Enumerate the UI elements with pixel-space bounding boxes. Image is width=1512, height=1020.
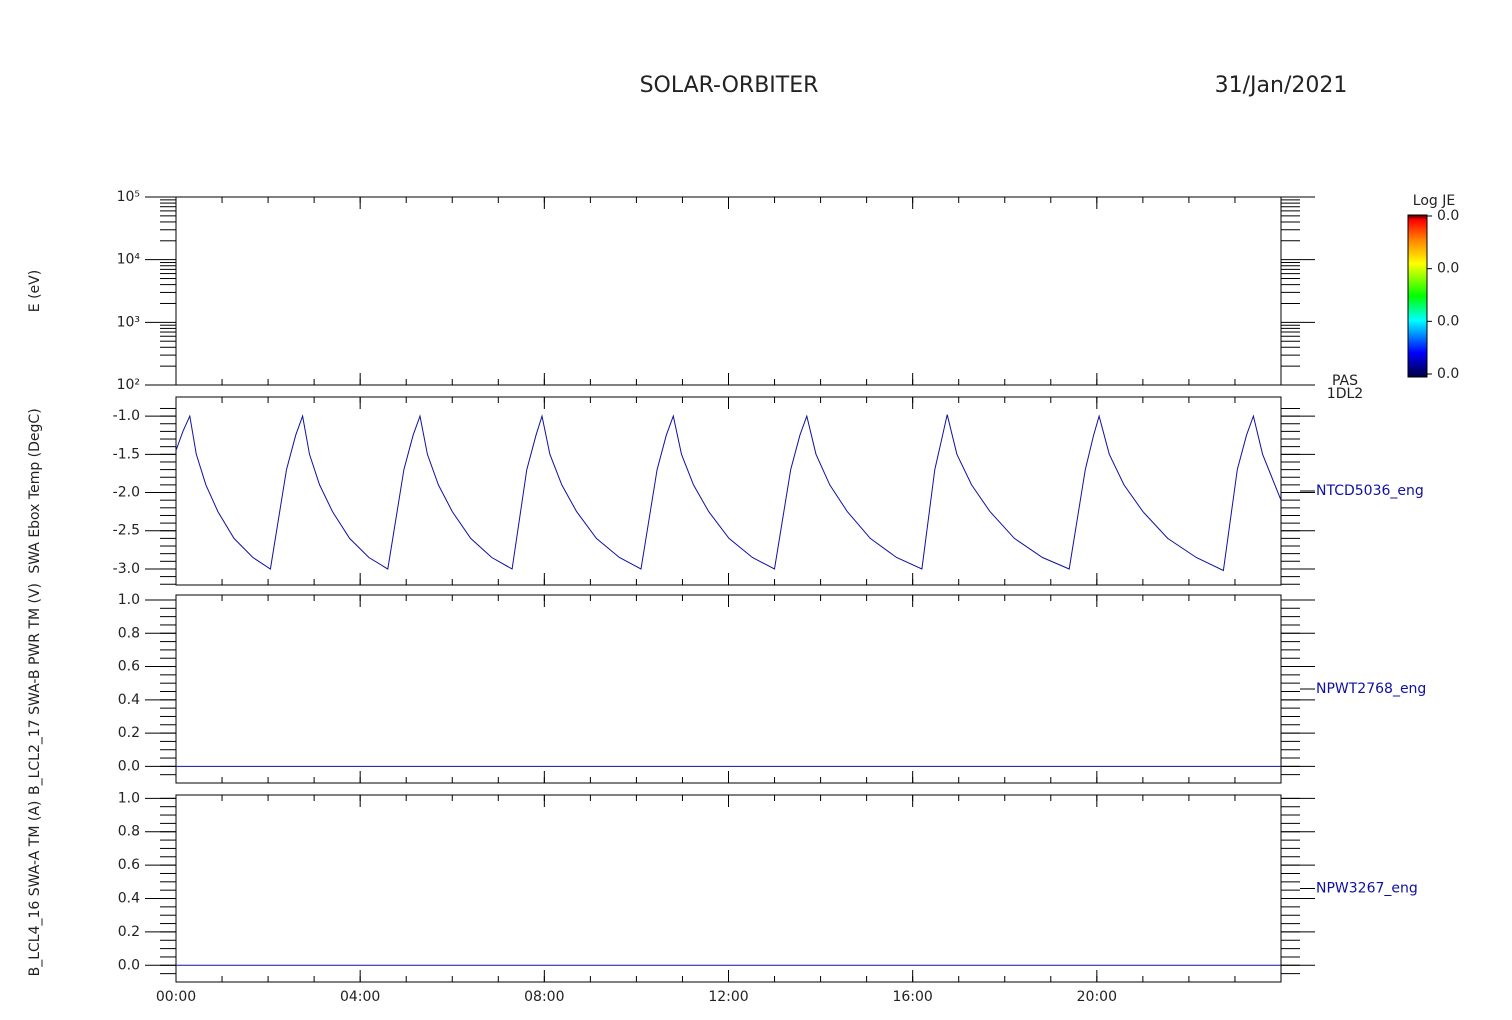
colorbar <box>1407 214 1428 378</box>
y-tick-label: 0.0 <box>118 957 140 973</box>
panel-frame <box>175 794 1282 983</box>
colorbar-title: Log JE <box>1413 193 1455 209</box>
y-tick-label: 0.2 <box>118 924 140 940</box>
colorbar-tick-label: 0.0 <box>1437 366 1459 382</box>
y-tick-label: 0.8 <box>118 625 140 641</box>
y-tick-label: 10³ <box>117 314 140 330</box>
legend-label: NTCD5036_eng <box>1316 483 1424 499</box>
colorbar-tick-label: 0.0 <box>1437 261 1459 277</box>
y-tick-label: 0.6 <box>118 857 140 873</box>
x-tick-label: 08:00 <box>524 989 564 1005</box>
y-axis-label: B_LCL2_17 SWA-B PWR TM (V) <box>27 583 43 795</box>
data-line <box>175 414 1282 572</box>
y-tick-label: -1.5 <box>113 446 140 462</box>
y-tick-label: 0.4 <box>118 692 140 708</box>
y-tick-label: 1.0 <box>118 790 140 806</box>
y-tick-label: -1.0 <box>113 408 140 424</box>
y-tick-label: 0.6 <box>118 659 140 675</box>
y-tick-label: 10⁴ <box>117 252 141 268</box>
title: SOLAR-ORBITER <box>640 73 819 98</box>
y-tick-label: 10⁵ <box>117 189 140 205</box>
panel-frame <box>175 594 1282 784</box>
y-tick-label: 1.0 <box>118 592 140 608</box>
colorbar-tick-label: 0.0 <box>1437 313 1459 329</box>
x-tick-label: 20:00 <box>1077 989 1117 1005</box>
side-label: PAS <box>1332 373 1358 389</box>
panel-frame <box>175 396 1282 586</box>
y-tick-label: 0.0 <box>118 758 140 774</box>
y-tick-label: 0.2 <box>118 725 140 741</box>
y-axis-label: SWA Ebox Temp (DegC) <box>27 408 43 573</box>
legend-label: NPW3267_eng <box>1316 881 1418 897</box>
side-label: 1DL2 <box>1327 386 1363 402</box>
x-tick-label: 16:00 <box>892 989 932 1005</box>
y-tick-label: -2.0 <box>113 485 140 501</box>
colorbar-tick-label: 0.0 <box>1437 208 1459 224</box>
date: 31/Jan/2021 <box>1215 73 1348 98</box>
y-tick-label: 10² <box>117 377 140 393</box>
x-tick-label: 12:00 <box>708 989 748 1005</box>
panel-frame <box>175 196 1282 386</box>
x-tick-label: 04:00 <box>340 989 380 1005</box>
y-axis-label: B_LCL4_16 SWA-A TM (A) <box>27 801 43 977</box>
y-tick-label: -3.0 <box>113 561 140 577</box>
x-tick-label: 00:00 <box>156 989 196 1005</box>
y-tick-label: 0.4 <box>118 891 140 907</box>
y-tick-label: -2.5 <box>113 523 140 539</box>
y-axis-label: E (eV) <box>27 270 43 312</box>
y-tick-label: 0.8 <box>118 824 140 840</box>
legend-label: NPWT2768_eng <box>1316 681 1426 697</box>
